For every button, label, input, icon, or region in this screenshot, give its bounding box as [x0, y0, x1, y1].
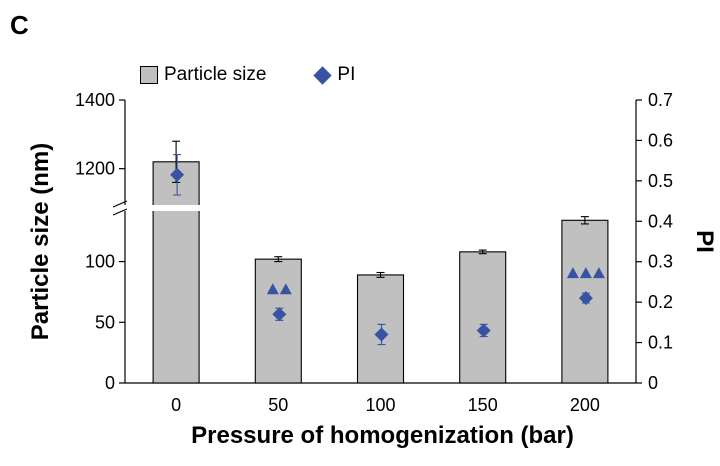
right-y-tick-label: 0.1: [648, 333, 673, 353]
left-y-axis-title: Particle size (nm): [27, 143, 54, 340]
significance-triangle: [579, 267, 592, 279]
pi-data-point: [578, 291, 593, 306]
x-tick-label: 200: [570, 395, 600, 415]
x-axis-title: Pressure of homogenization (bar): [191, 422, 574, 449]
axis-break-mark: [112, 200, 128, 208]
right-y-tick-label: 0.6: [648, 130, 673, 150]
left-y-tick-label: 1400: [75, 90, 115, 110]
right-y-tick-label: 0.3: [648, 252, 673, 272]
x-tick-label: 100: [365, 395, 395, 415]
right-y-axis-title: PI: [691, 230, 718, 253]
left-y-tick-label: 100: [85, 252, 115, 272]
right-y-tick-label: 0.5: [648, 171, 673, 191]
left-y-tick-label: 1200: [75, 159, 115, 179]
x-tick-label: 0: [171, 395, 181, 415]
x-tick-label: 50: [268, 395, 288, 415]
panel-label: C: [10, 10, 29, 40]
legend-swatch-particle-size: [140, 66, 158, 84]
axis-break-mark: [112, 208, 128, 216]
legend-label-particle-size: Particle size: [164, 64, 267, 85]
significance-triangle: [566, 267, 579, 279]
pi-data-point: [374, 327, 389, 342]
right-y-tick-label: 0.2: [648, 292, 673, 312]
legend-label-pi: PI: [337, 64, 356, 85]
significance-triangle: [266, 283, 279, 295]
significance-triangle: [592, 267, 605, 279]
x-tick-label: 150: [468, 395, 498, 415]
chart-legend: Particle size PI: [140, 62, 355, 88]
axis-break-gap: [111, 205, 202, 211]
right-y-tick-label: 0.7: [648, 90, 673, 110]
particle-size-bar: [152, 161, 200, 384]
pi-data-point: [476, 323, 491, 338]
right-y-tick-label: 0: [648, 373, 658, 393]
particle-size-bar: [459, 251, 507, 384]
left-y-tick-label: 50: [95, 312, 115, 332]
pi-data-point: [272, 307, 287, 322]
right-y-tick-label: 0.4: [648, 211, 673, 231]
particle-size-bar: [254, 258, 302, 384]
significance-triangle: [279, 283, 292, 295]
left-y-tick-label: 0: [105, 373, 115, 393]
pi-data-point: [170, 167, 185, 182]
